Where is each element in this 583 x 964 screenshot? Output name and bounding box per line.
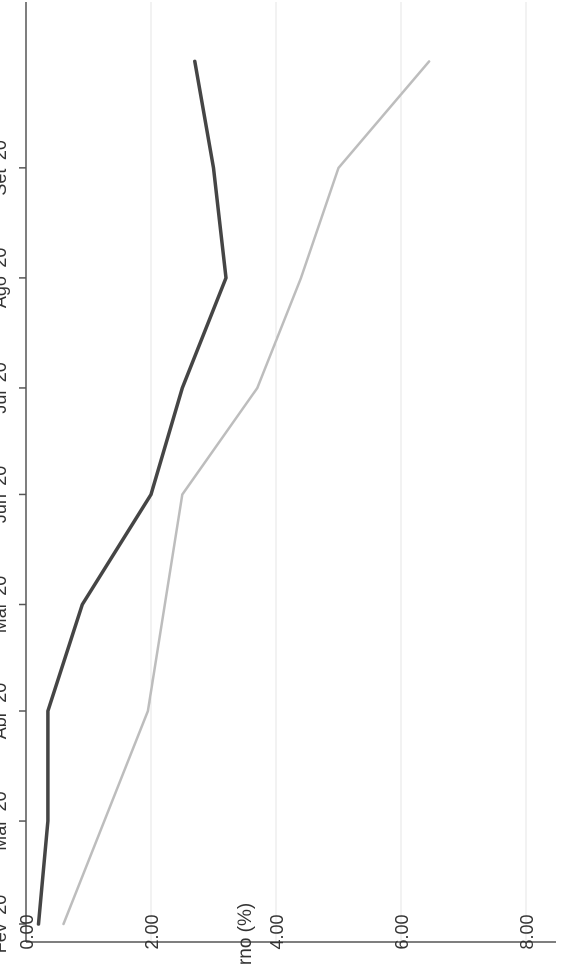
x-tick-label: Jun '20 xyxy=(0,466,10,523)
series-line-1 xyxy=(62,60,431,926)
y-tick-label: 8.00 xyxy=(517,914,537,949)
x-tick-label: Abr '20 xyxy=(0,683,10,739)
y-tick-label: 6.00 xyxy=(392,914,412,949)
series-line-2 xyxy=(36,59,228,926)
y-tick-label: 2.00 xyxy=(142,914,162,949)
x-tick-label: Set '20 xyxy=(0,140,10,195)
y-tick-label: 4.00 xyxy=(267,914,287,949)
x-tick-label: Fev '20 xyxy=(0,895,10,953)
x-tick-label: Ago '20 xyxy=(0,248,10,309)
x-tick-label: Jul '20 xyxy=(0,362,10,413)
y-axis-ticks: 0.00 2.00 4.00 6.00 8.00 xyxy=(17,914,537,949)
x-tick-label: Mar '20 xyxy=(0,791,10,850)
y-tick-label: 0.00 xyxy=(17,914,37,949)
x-tick-label: Mai '20 xyxy=(0,576,10,633)
y-axis-title: Retorno (%) xyxy=(235,903,256,964)
x-axis-ticks: Fev '20 Mar '20 Abr '20 Mai '20 Jun '20 Jul '… xyxy=(0,140,26,953)
series-layer xyxy=(36,59,431,926)
grid-lines xyxy=(150,2,527,942)
